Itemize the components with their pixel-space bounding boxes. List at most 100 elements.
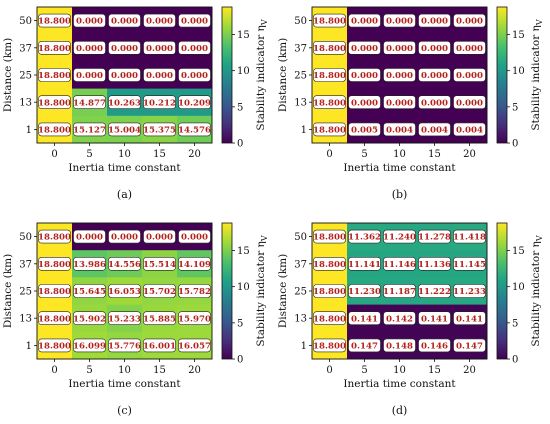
cell-label-box <box>178 122 211 137</box>
cell-label-box <box>73 229 106 244</box>
x-tick-label: 10 <box>393 149 406 160</box>
cell-value-label: 0.000 <box>351 71 378 81</box>
cell-label-box <box>418 311 451 325</box>
cell-value-label: 0.000 <box>351 44 378 54</box>
cell-value-label: 13.986 <box>73 260 106 270</box>
cell-label-box <box>38 229 71 244</box>
y-tick-label: 25 <box>19 287 32 298</box>
cell-value-label: 18.800 <box>313 342 346 352</box>
cell-label-box <box>143 256 176 271</box>
colorbar-tick-label: 10 <box>512 282 525 293</box>
cell-label-box <box>143 122 176 137</box>
cell-label-box <box>453 68 486 82</box>
cell-value-label: 15.782 <box>178 287 211 297</box>
cell-value-label: 0.000 <box>111 44 138 54</box>
cell-value-label: 0.147 <box>456 342 483 352</box>
x-tick-label: 20 <box>463 149 476 160</box>
cell-value-label: 0.004 <box>456 126 483 136</box>
cell-label-box <box>178 13 211 28</box>
cell-value-label: 15.514 <box>143 260 176 270</box>
cell-value-label: 0.000 <box>456 98 483 108</box>
cell-label-box <box>453 338 486 353</box>
cell-label-box <box>418 284 451 298</box>
cell-value-label: 0.000 <box>456 44 483 54</box>
cell-label-box <box>143 95 176 109</box>
cell-label-box <box>73 95 106 109</box>
cell-label-box <box>178 256 211 271</box>
cell-label-box <box>108 122 141 137</box>
y-tick-label: 1 <box>26 125 32 136</box>
y-axis-title: Distance (km) <box>2 38 14 112</box>
x-tick-label: 15 <box>428 365 441 376</box>
cell-label-box <box>383 229 416 244</box>
colorbar-tick-label: 5 <box>237 102 243 113</box>
cell-value-label: 0.000 <box>76 233 103 243</box>
cell-value-label: 0.000 <box>146 233 173 243</box>
cell-label-box <box>383 256 416 271</box>
cell-label-box <box>178 40 211 55</box>
y-tick-label: 25 <box>294 287 307 298</box>
cell-label-box <box>383 68 416 82</box>
cell-value-label: 18.800 <box>313 314 346 324</box>
cell-label-box <box>143 68 176 82</box>
cell-value-label: 0.000 <box>456 17 483 27</box>
cell-value-label: 18.800 <box>38 233 71 243</box>
x-axis-title: Inertia time constant <box>343 162 456 174</box>
cell-label-box <box>108 229 141 244</box>
cell-label-box <box>453 40 486 55</box>
y-tick-label: 37 <box>294 43 307 54</box>
colorbar-tick-label: 0 <box>237 355 243 366</box>
cell-value-label: 0.000 <box>146 44 173 54</box>
cell-label-box <box>313 40 346 55</box>
cell-label-box <box>348 68 381 82</box>
colorbar-title-main: Stability indicator η <box>255 25 267 131</box>
cell-label-box <box>418 40 451 55</box>
cell-label-box <box>73 284 106 298</box>
cell-label-box <box>313 122 346 137</box>
cell-label-box <box>313 229 346 244</box>
cell-value-label: 0.000 <box>111 17 138 27</box>
cell-value-label: 0.141 <box>421 314 448 324</box>
x-tick-label: 5 <box>361 149 367 160</box>
cell-value-label: 0.146 <box>421 342 448 352</box>
cell-value-label: 18.800 <box>313 44 346 54</box>
cell-value-label: 10.209 <box>178 98 211 108</box>
cell-label-box <box>418 68 451 82</box>
cell-label-box <box>143 13 176 28</box>
cell-value-label: 0.000 <box>76 44 103 54</box>
cell-label-box <box>108 338 141 353</box>
cell-label-box <box>178 229 211 244</box>
cell-label-box <box>143 338 176 353</box>
y-tick-label: 13 <box>294 314 307 325</box>
cell-label-box <box>348 13 381 28</box>
colorbar-tick-label: 15 <box>237 30 250 41</box>
cell-label-box <box>453 13 486 28</box>
y-tick-label: 50 <box>19 232 32 243</box>
y-tick-label: 1 <box>301 341 307 352</box>
cell-value-label: 0.000 <box>421 44 448 54</box>
cell-label-box <box>73 68 106 82</box>
y-tick-label: 25 <box>294 71 307 82</box>
cell-label-box <box>38 256 71 271</box>
cell-label-box <box>348 95 381 109</box>
cell-value-label: 11.222 <box>418 287 451 297</box>
cell-value-label: 11.362 <box>348 233 381 243</box>
cell-value-label: 11.240 <box>383 233 416 243</box>
colorbar-title-subscript: V <box>535 19 544 26</box>
cell-value-label: 18.800 <box>313 71 346 81</box>
x-tick-label: 15 <box>428 149 441 160</box>
cell-value-label: 0.141 <box>351 314 378 324</box>
cell-label-box <box>383 95 416 109</box>
x-tick-label: 5 <box>361 365 367 376</box>
cell-label-box <box>38 13 71 28</box>
cell-value-label: 16.053 <box>108 287 141 297</box>
cell-value-label: 10.263 <box>108 98 141 108</box>
cell-value-label: 0.000 <box>76 71 103 81</box>
cell-label-box <box>313 284 346 298</box>
y-axis-title: Distance (km) <box>2 254 14 328</box>
cell-value-label: 0.000 <box>181 17 208 27</box>
cell-label-box <box>348 284 381 298</box>
cell-label-box <box>383 40 416 55</box>
cell-label-box <box>453 256 486 271</box>
x-tick-label: 0 <box>51 149 57 160</box>
